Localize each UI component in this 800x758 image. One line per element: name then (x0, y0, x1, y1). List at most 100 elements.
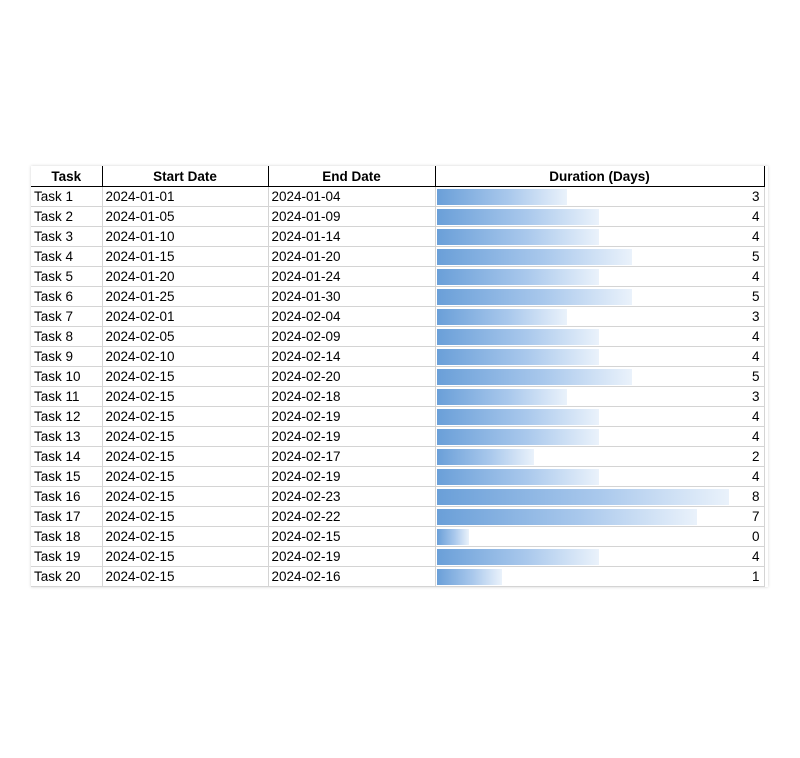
cell-end-date[interactable]: 2024-02-17 (268, 446, 436, 467)
cell-start-date[interactable]: 2024-02-15 (102, 446, 269, 467)
cell-end-date[interactable]: 2024-02-19 (268, 426, 436, 447)
cell-duration[interactable]: 5 (435, 286, 765, 307)
cell-duration[interactable]: 4 (435, 346, 765, 367)
duration-data-bar (436, 549, 599, 565)
cell-duration[interactable]: 4 (435, 546, 765, 567)
duration-data-bar (436, 389, 567, 405)
cell-end-date[interactable]: 2024-02-04 (268, 306, 436, 327)
cell-start-date[interactable]: 2024-01-01 (102, 186, 269, 207)
cell-task[interactable]: Task 7 (31, 306, 103, 327)
table-row: Task 10 2024-02-15 2024-02-20 5 (31, 366, 765, 387)
table-row: Task 17 2024-02-15 2024-02-22 7 (31, 506, 765, 527)
cell-start-date[interactable]: 2024-02-15 (102, 466, 269, 487)
cell-duration[interactable]: 4 (435, 266, 765, 287)
cell-duration[interactable]: 3 (435, 306, 765, 327)
cell-task[interactable]: Task 6 (31, 286, 103, 307)
cell-start-date[interactable]: 2024-02-15 (102, 486, 269, 507)
cell-start-date[interactable]: 2024-01-05 (102, 206, 269, 227)
header-duration[interactable]: Duration (Days) (434, 166, 765, 187)
cell-duration[interactable]: 4 (435, 466, 765, 487)
cell-end-date[interactable]: 2024-02-19 (268, 406, 436, 427)
cell-duration[interactable]: 7 (435, 506, 765, 527)
table-row: Task 8 2024-02-05 2024-02-09 4 (31, 326, 765, 347)
cell-duration[interactable]: 4 (435, 426, 765, 447)
header-start-date[interactable]: Start Date (101, 166, 269, 187)
cell-duration[interactable]: 3 (435, 386, 765, 407)
cell-task[interactable]: Task 17 (31, 506, 103, 527)
duration-value: 5 (751, 249, 760, 264)
cell-task[interactable]: Task 18 (31, 526, 103, 547)
duration-value: 0 (751, 529, 760, 544)
cell-duration[interactable]: 4 (435, 226, 765, 247)
cell-start-date[interactable]: 2024-01-10 (102, 226, 269, 247)
cell-end-date[interactable]: 2024-02-09 (268, 326, 436, 347)
cell-start-date[interactable]: 2024-02-15 (102, 546, 269, 567)
cell-duration[interactable]: 5 (435, 246, 765, 267)
cell-end-date[interactable]: 2024-01-20 (268, 246, 436, 267)
cell-end-date[interactable]: 2024-02-18 (268, 386, 436, 407)
cell-task[interactable]: Task 5 (31, 266, 103, 287)
cell-start-date[interactable]: 2024-02-10 (102, 346, 269, 367)
cell-end-date[interactable]: 2024-02-22 (268, 506, 436, 527)
cell-task[interactable]: Task 1 (31, 186, 103, 207)
cell-end-date[interactable]: 2024-01-04 (268, 186, 436, 207)
duration-value: 3 (751, 189, 760, 204)
cell-task[interactable]: Task 16 (31, 486, 103, 507)
table-row: Task 1 2024-01-01 2024-01-04 3 (31, 186, 765, 207)
cell-task[interactable]: Task 14 (31, 446, 103, 467)
cell-end-date[interactable]: 2024-02-20 (268, 366, 436, 387)
cell-start-date[interactable]: 2024-01-15 (102, 246, 269, 267)
cell-task[interactable]: Task 4 (31, 246, 103, 267)
cell-end-date[interactable]: 2024-02-19 (268, 466, 436, 487)
table-row: Task 18 2024-02-15 2024-02-15 0 (31, 526, 765, 547)
cell-task[interactable]: Task 19 (31, 546, 103, 567)
cell-duration[interactable]: 4 (435, 206, 765, 227)
duration-value: 4 (751, 549, 760, 564)
cell-end-date[interactable]: 2024-01-09 (268, 206, 436, 227)
duration-value: 3 (751, 309, 760, 324)
cell-duration[interactable]: 4 (435, 406, 765, 427)
cell-duration[interactable]: 0 (435, 526, 765, 547)
cell-end-date[interactable]: 2024-01-24 (268, 266, 436, 287)
cell-end-date[interactable]: 2024-01-14 (268, 226, 436, 247)
cell-task[interactable]: Task 9 (31, 346, 103, 367)
cell-start-date[interactable]: 2024-02-15 (102, 426, 269, 447)
cell-task[interactable]: Task 20 (31, 566, 103, 587)
duration-value: 3 (751, 389, 760, 404)
cell-end-date[interactable]: 2024-02-19 (268, 546, 436, 567)
cell-task[interactable]: Task 11 (31, 386, 103, 407)
cell-start-date[interactable]: 2024-01-25 (102, 286, 269, 307)
header-end-date[interactable]: End Date (267, 166, 436, 187)
cell-start-date[interactable]: 2024-02-15 (102, 406, 269, 427)
cell-start-date[interactable]: 2024-02-15 (102, 506, 269, 527)
cell-task[interactable]: Task 15 (31, 466, 103, 487)
cell-duration[interactable]: 1 (435, 566, 765, 587)
cell-task[interactable]: Task 8 (31, 326, 103, 347)
table-row: Task 15 2024-02-15 2024-02-19 4 (31, 466, 765, 487)
cell-start-date[interactable]: 2024-02-05 (102, 326, 269, 347)
cell-start-date[interactable]: 2024-02-15 (102, 526, 269, 547)
cell-start-date[interactable]: 2024-02-15 (102, 566, 269, 587)
cell-start-date[interactable]: 2024-02-15 (102, 386, 269, 407)
cell-start-date[interactable]: 2024-01-20 (102, 266, 269, 287)
cell-end-date[interactable]: 2024-02-16 (268, 566, 436, 587)
cell-task[interactable]: Task 3 (31, 226, 103, 247)
cell-duration[interactable]: 2 (435, 446, 765, 467)
cell-start-date[interactable]: 2024-02-15 (102, 366, 269, 387)
cell-end-date[interactable]: 2024-01-30 (268, 286, 436, 307)
cell-end-date[interactable]: 2024-02-14 (268, 346, 436, 367)
cell-end-date[interactable]: 2024-02-15 (268, 526, 436, 547)
header-task[interactable]: Task (31, 166, 103, 187)
cell-start-date[interactable]: 2024-02-01 (102, 306, 269, 327)
cell-duration[interactable]: 3 (435, 186, 765, 207)
cell-duration[interactable]: 4 (435, 326, 765, 347)
cell-duration[interactable]: 8 (435, 486, 765, 507)
table-row: Task 11 2024-02-15 2024-02-18 3 (31, 386, 765, 407)
cell-duration[interactable]: 5 (435, 366, 765, 387)
cell-end-date[interactable]: 2024-02-23 (268, 486, 436, 507)
cell-task[interactable]: Task 10 (31, 366, 103, 387)
cell-task[interactable]: Task 2 (31, 206, 103, 227)
duration-data-bar (436, 269, 599, 285)
cell-task[interactable]: Task 12 (31, 406, 103, 427)
cell-task[interactable]: Task 13 (31, 426, 103, 447)
